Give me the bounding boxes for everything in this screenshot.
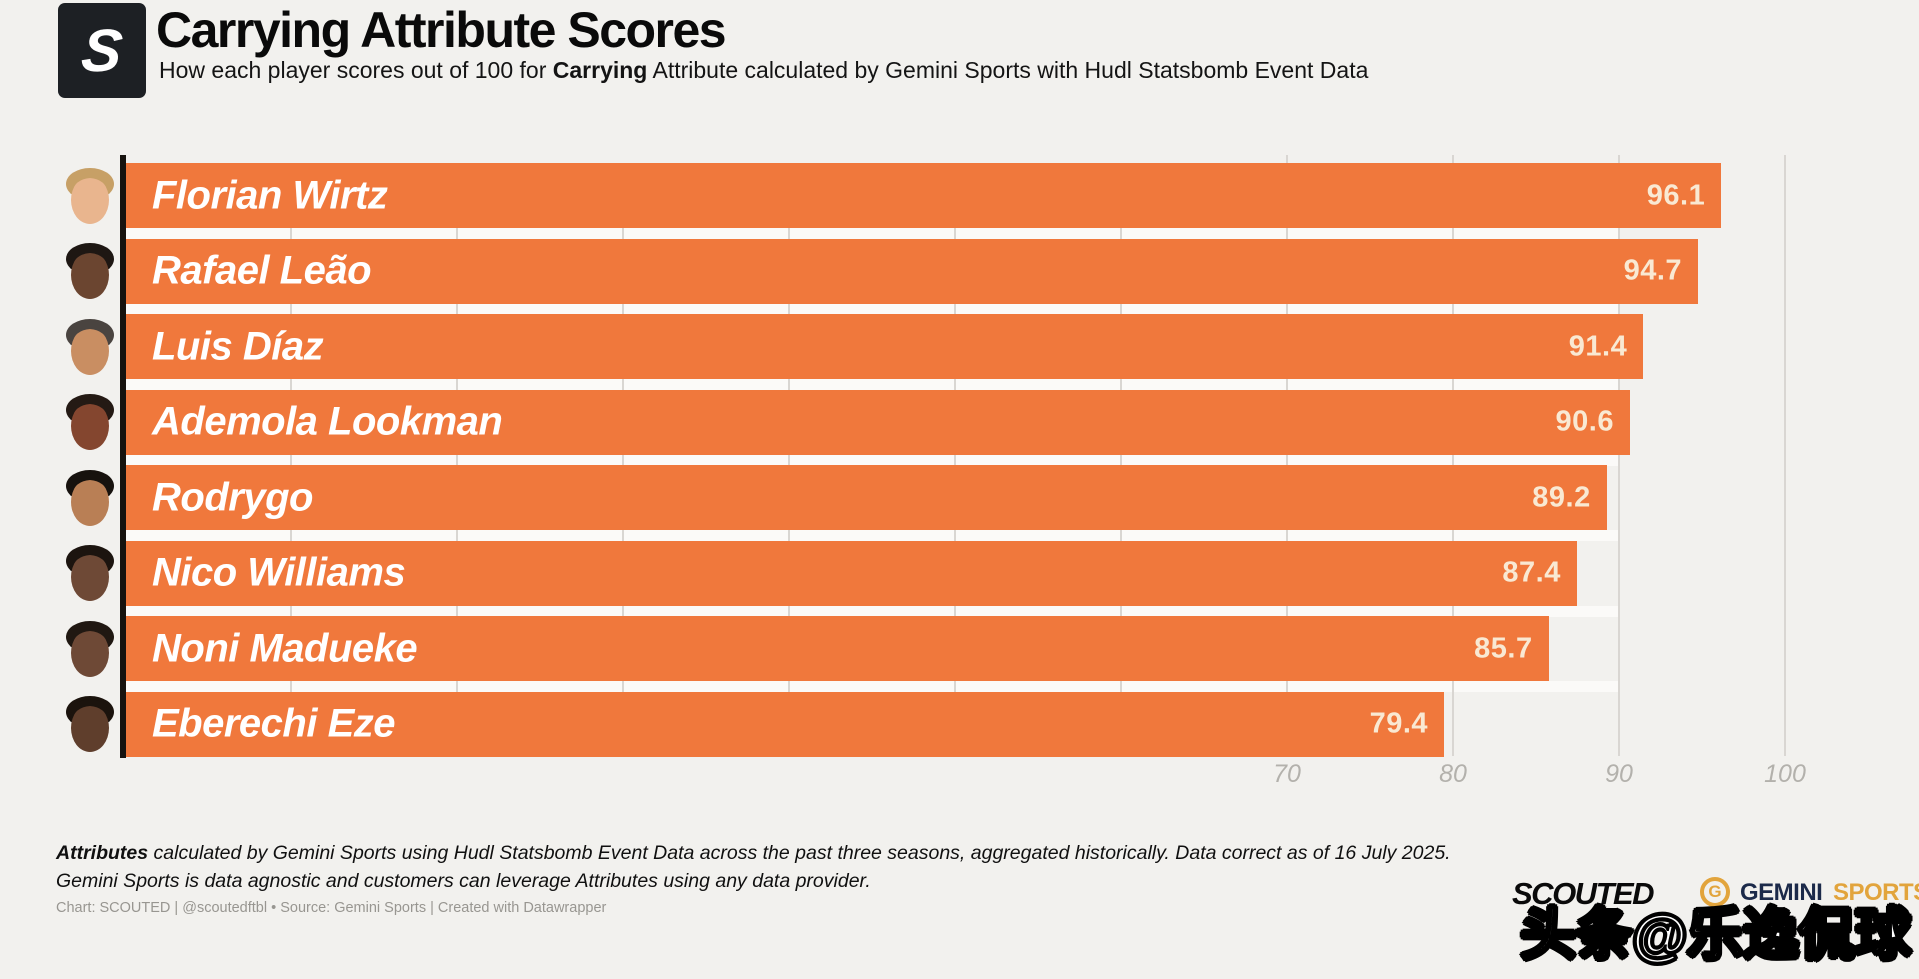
x-tick-80: 80 — [1439, 760, 1467, 788]
x-tick-70: 70 — [1273, 760, 1301, 788]
gridline-80 — [1452, 155, 1454, 756]
gridline-100 — [1784, 155, 1786, 756]
bar-rafael-leao: Rafael Leão 94.7 — [126, 238, 1699, 304]
bar-ademola-lookman: Ademola Lookman 90.6 — [126, 389, 1630, 455]
player-name: Luis Díaz — [152, 324, 324, 368]
player-photo-ademola-lookman — [66, 394, 114, 450]
row-gap-strip — [126, 379, 1619, 390]
x-tick-100: 100 — [1764, 760, 1806, 788]
player-score: 89.2 — [1532, 481, 1591, 513]
gridline-90 — [1618, 155, 1620, 756]
footnote-line2: Gemini Sports is data agnostic and custo… — [56, 870, 871, 892]
player-photo-luis-diaz — [66, 319, 114, 375]
player-photo-nico-williams — [66, 545, 114, 601]
footnote-line1: Attributes calculated by Gemini Sports u… — [56, 842, 1451, 865]
row-gap-strip — [126, 681, 1619, 692]
scouted-s-icon: S — [78, 17, 126, 84]
subtitle-prefix: How each player scores out of 100 for — [159, 57, 553, 83]
player-score: 79.4 — [1369, 707, 1429, 740]
player-name: Noni Madueke — [152, 626, 418, 670]
bar-noni-madueke: Noni Madueke 85.7 — [126, 616, 1549, 681]
player-name: Rodrygo — [152, 475, 313, 519]
player-photo-rodrygo — [66, 470, 114, 526]
footnote-bold-word: Attributes — [56, 842, 149, 864]
player-photo-florian-wirtz — [66, 168, 114, 224]
subtitle-bold-word: Carrying — [552, 57, 648, 83]
gemini-g-icon: G — [1700, 877, 1730, 907]
row-gap-strip — [126, 303, 1619, 315]
player-score: 90.6 — [1555, 405, 1614, 438]
bar-eberechi-eze: Eberechi Eze 79.4 — [126, 691, 1445, 757]
player-name: Ademola Lookman — [152, 399, 503, 444]
player-photo-eberechi-eze — [66, 696, 114, 752]
bar-rodrygo: Rodrygo 89.2 — [126, 465, 1607, 530]
subtitle-suffix: Attribute calculated by Gemini Sports wi… — [647, 57, 1369, 83]
gridline-70 — [1286, 155, 1288, 756]
player-score: 94.7 — [1623, 254, 1683, 287]
row-gap-strip — [126, 228, 1619, 239]
player-score: 87.4 — [1502, 556, 1561, 589]
player-score: 85.7 — [1474, 632, 1533, 664]
chart-credits: Chart: SCOUTED | @scoutedftbl • Source: … — [56, 900, 607, 916]
scouted-logo-badge: S — [58, 3, 146, 98]
player-photo-noni-madueke — [66, 621, 114, 677]
player-score: 96.1 — [1646, 179, 1706, 211]
bar-florian-wirtz: Florian Wirtz 96.1 — [126, 163, 1722, 228]
axis-baseline — [120, 155, 126, 758]
gemini-sports-wordmark: SPORTS — [1833, 879, 1919, 906]
player-name: Eberechi Eze — [152, 701, 396, 746]
row-gap-strip — [126, 605, 1619, 617]
player-name: Rafael Leão — [152, 248, 372, 293]
scouted-wordmark: SCOUTED — [1512, 876, 1655, 911]
x-tick-90: 90 — [1605, 760, 1633, 788]
player-name: Florian Wirtz — [152, 173, 388, 217]
page-title: Carrying Attribute Scores — [156, 2, 727, 58]
bar-nico-williams: Nico Williams 87.4 — [126, 540, 1577, 606]
row-gap-strip — [126, 454, 1619, 466]
player-photo-rafael-leao — [66, 243, 114, 299]
row-gap-strip — [126, 530, 1619, 541]
player-name: Nico Williams — [152, 550, 406, 595]
bar-luis-diaz: Luis Díaz 91.4 — [126, 314, 1644, 379]
footnote-line1-rest: calculated by Gemini Sports using Hudl S… — [148, 842, 1451, 864]
gemini-wordmark: GEMINI — [1740, 879, 1823, 906]
page-subtitle: How each player scores out of 100 for Ca… — [159, 57, 1368, 84]
player-score: 91.4 — [1568, 330, 1628, 362]
toutiao-watermark: 头条@乐逸侃球 — [1519, 902, 1912, 968]
